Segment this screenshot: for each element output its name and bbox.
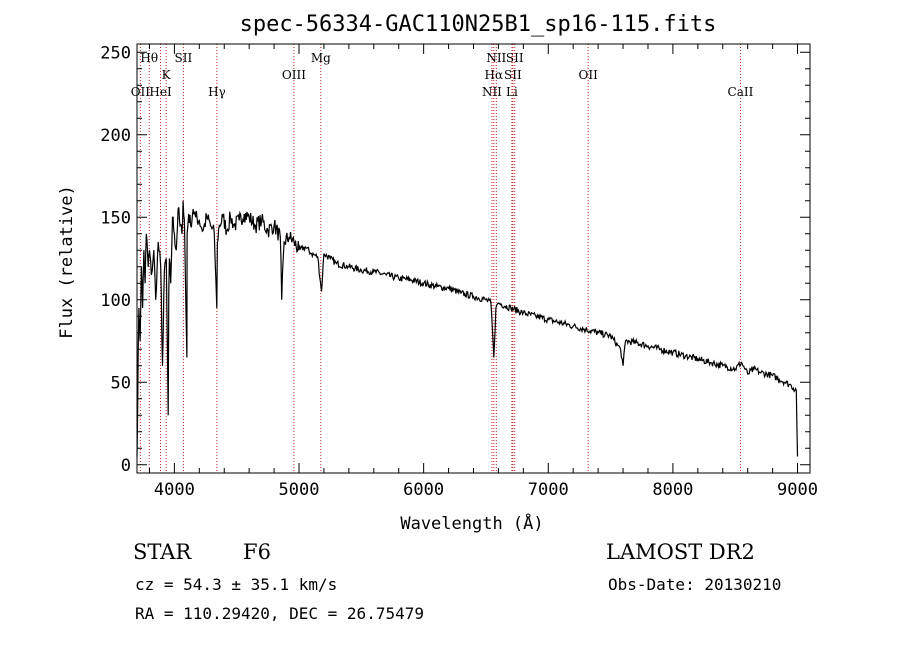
survey-name: LAMOST DR2 — [606, 540, 755, 564]
y-tick-label: 100 — [100, 291, 131, 311]
plot-frame — [136, 43, 811, 474]
line-label: OII — [131, 85, 151, 99]
y-tick-label: 0 — [121, 456, 131, 476]
redshift-value: cz = 54.3 ± 35.1 km/s — [135, 575, 338, 594]
line-label: Li — [506, 85, 518, 99]
line-label: NII — [482, 85, 502, 99]
line-label: NII — [486, 51, 506, 65]
line-label: SII — [504, 68, 522, 82]
x-tick-label: 7000 — [528, 480, 569, 500]
object-class: STAR — [133, 540, 192, 564]
line-label: CaII — [728, 85, 754, 99]
line-label: SII — [506, 51, 524, 65]
line-label: Hα — [485, 68, 504, 82]
y-axis-label: Flux (relative) — [57, 185, 77, 339]
line-label: Hγ — [208, 85, 226, 99]
x-tick-label: 6000 — [403, 480, 444, 500]
y-tick-label: 200 — [100, 126, 131, 146]
line-label: K — [162, 68, 172, 82]
y-tick-label: 250 — [100, 43, 131, 63]
x-tick-label: 9000 — [777, 480, 818, 500]
coordinates: RA = 110.29420, DEC = 26.75479 — [135, 604, 424, 623]
spectrum-line — [136, 200, 799, 457]
observation-date: Obs-Date: 20130210 — [608, 575, 782, 594]
x-tick-label: 4000 — [154, 480, 195, 500]
line-labels: OIIHθHeIKSIIHγOIIIMgNIIHαNIILiSIISIIOIIC… — [131, 51, 754, 99]
line-label: OIII — [282, 68, 306, 82]
y-tick-label: 50 — [111, 373, 131, 393]
line-markers — [139, 44, 741, 473]
x-tick-label: 5000 — [279, 480, 320, 500]
line-label: SII — [175, 51, 193, 65]
line-label: OII — [578, 68, 598, 82]
x-axis: 4000 5000 6000 7000 8000 9000 — [148, 44, 818, 500]
y-tick-label: 150 — [100, 208, 131, 228]
line-label: Mg — [311, 51, 331, 65]
y-axis: 0 50 100 150 200 250 — [100, 43, 810, 476]
line-label: HeI — [149, 85, 172, 99]
x-tick-label: 8000 — [652, 480, 693, 500]
line-label: Hθ — [140, 51, 158, 65]
x-axis-label: Wavelength (Å) — [400, 512, 543, 534]
chart-title: spec-56334-GAC110N25B1_sp16-115.fits — [240, 12, 717, 37]
object-subclass: F6 — [243, 540, 271, 564]
